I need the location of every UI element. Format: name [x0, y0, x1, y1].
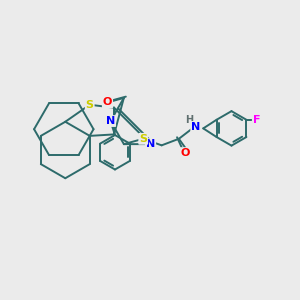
Text: F: F	[253, 115, 260, 125]
Text: S: S	[139, 134, 147, 144]
Text: N: N	[146, 139, 155, 149]
Text: O: O	[103, 98, 112, 107]
Text: N: N	[106, 116, 115, 126]
Text: S: S	[86, 100, 94, 110]
Text: H: H	[185, 116, 193, 125]
Text: O: O	[181, 148, 190, 158]
Text: N: N	[191, 122, 200, 132]
